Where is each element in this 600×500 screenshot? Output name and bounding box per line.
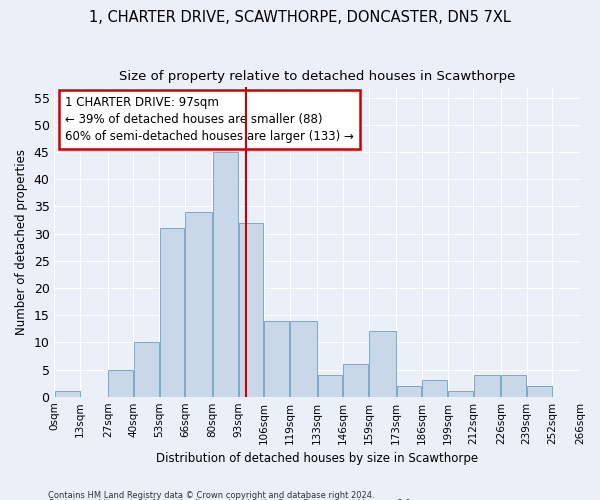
Bar xyxy=(527,386,552,396)
Bar xyxy=(318,375,343,396)
Y-axis label: Number of detached properties: Number of detached properties xyxy=(15,149,28,335)
Bar xyxy=(369,332,396,396)
Bar xyxy=(502,375,526,396)
Bar xyxy=(160,228,184,396)
Bar xyxy=(55,391,80,396)
Bar xyxy=(422,380,447,396)
Bar xyxy=(397,386,421,396)
Bar xyxy=(265,320,289,396)
Bar xyxy=(185,212,212,396)
Bar xyxy=(448,391,473,396)
Bar xyxy=(474,375,500,396)
X-axis label: Distribution of detached houses by size in Scawthorpe: Distribution of detached houses by size … xyxy=(156,452,478,465)
Text: 1, CHARTER DRIVE, SCAWTHORPE, DONCASTER, DN5 7XL: 1, CHARTER DRIVE, SCAWTHORPE, DONCASTER,… xyxy=(89,10,511,25)
Bar xyxy=(213,152,238,396)
Text: Contains HM Land Registry data © Crown copyright and database right 2024.: Contains HM Land Registry data © Crown c… xyxy=(48,490,374,500)
Bar xyxy=(108,370,133,396)
Bar xyxy=(239,223,263,396)
Text: 1 CHARTER DRIVE: 97sqm
← 39% of detached houses are smaller (88)
60% of semi-det: 1 CHARTER DRIVE: 97sqm ← 39% of detached… xyxy=(65,96,354,143)
Text: Contains public sector information licensed under the Open Government Licence v3: Contains public sector information licen… xyxy=(48,499,413,500)
Bar xyxy=(290,320,317,396)
Title: Size of property relative to detached houses in Scawthorpe: Size of property relative to detached ho… xyxy=(119,70,515,83)
Bar xyxy=(134,342,158,396)
Bar xyxy=(343,364,368,396)
